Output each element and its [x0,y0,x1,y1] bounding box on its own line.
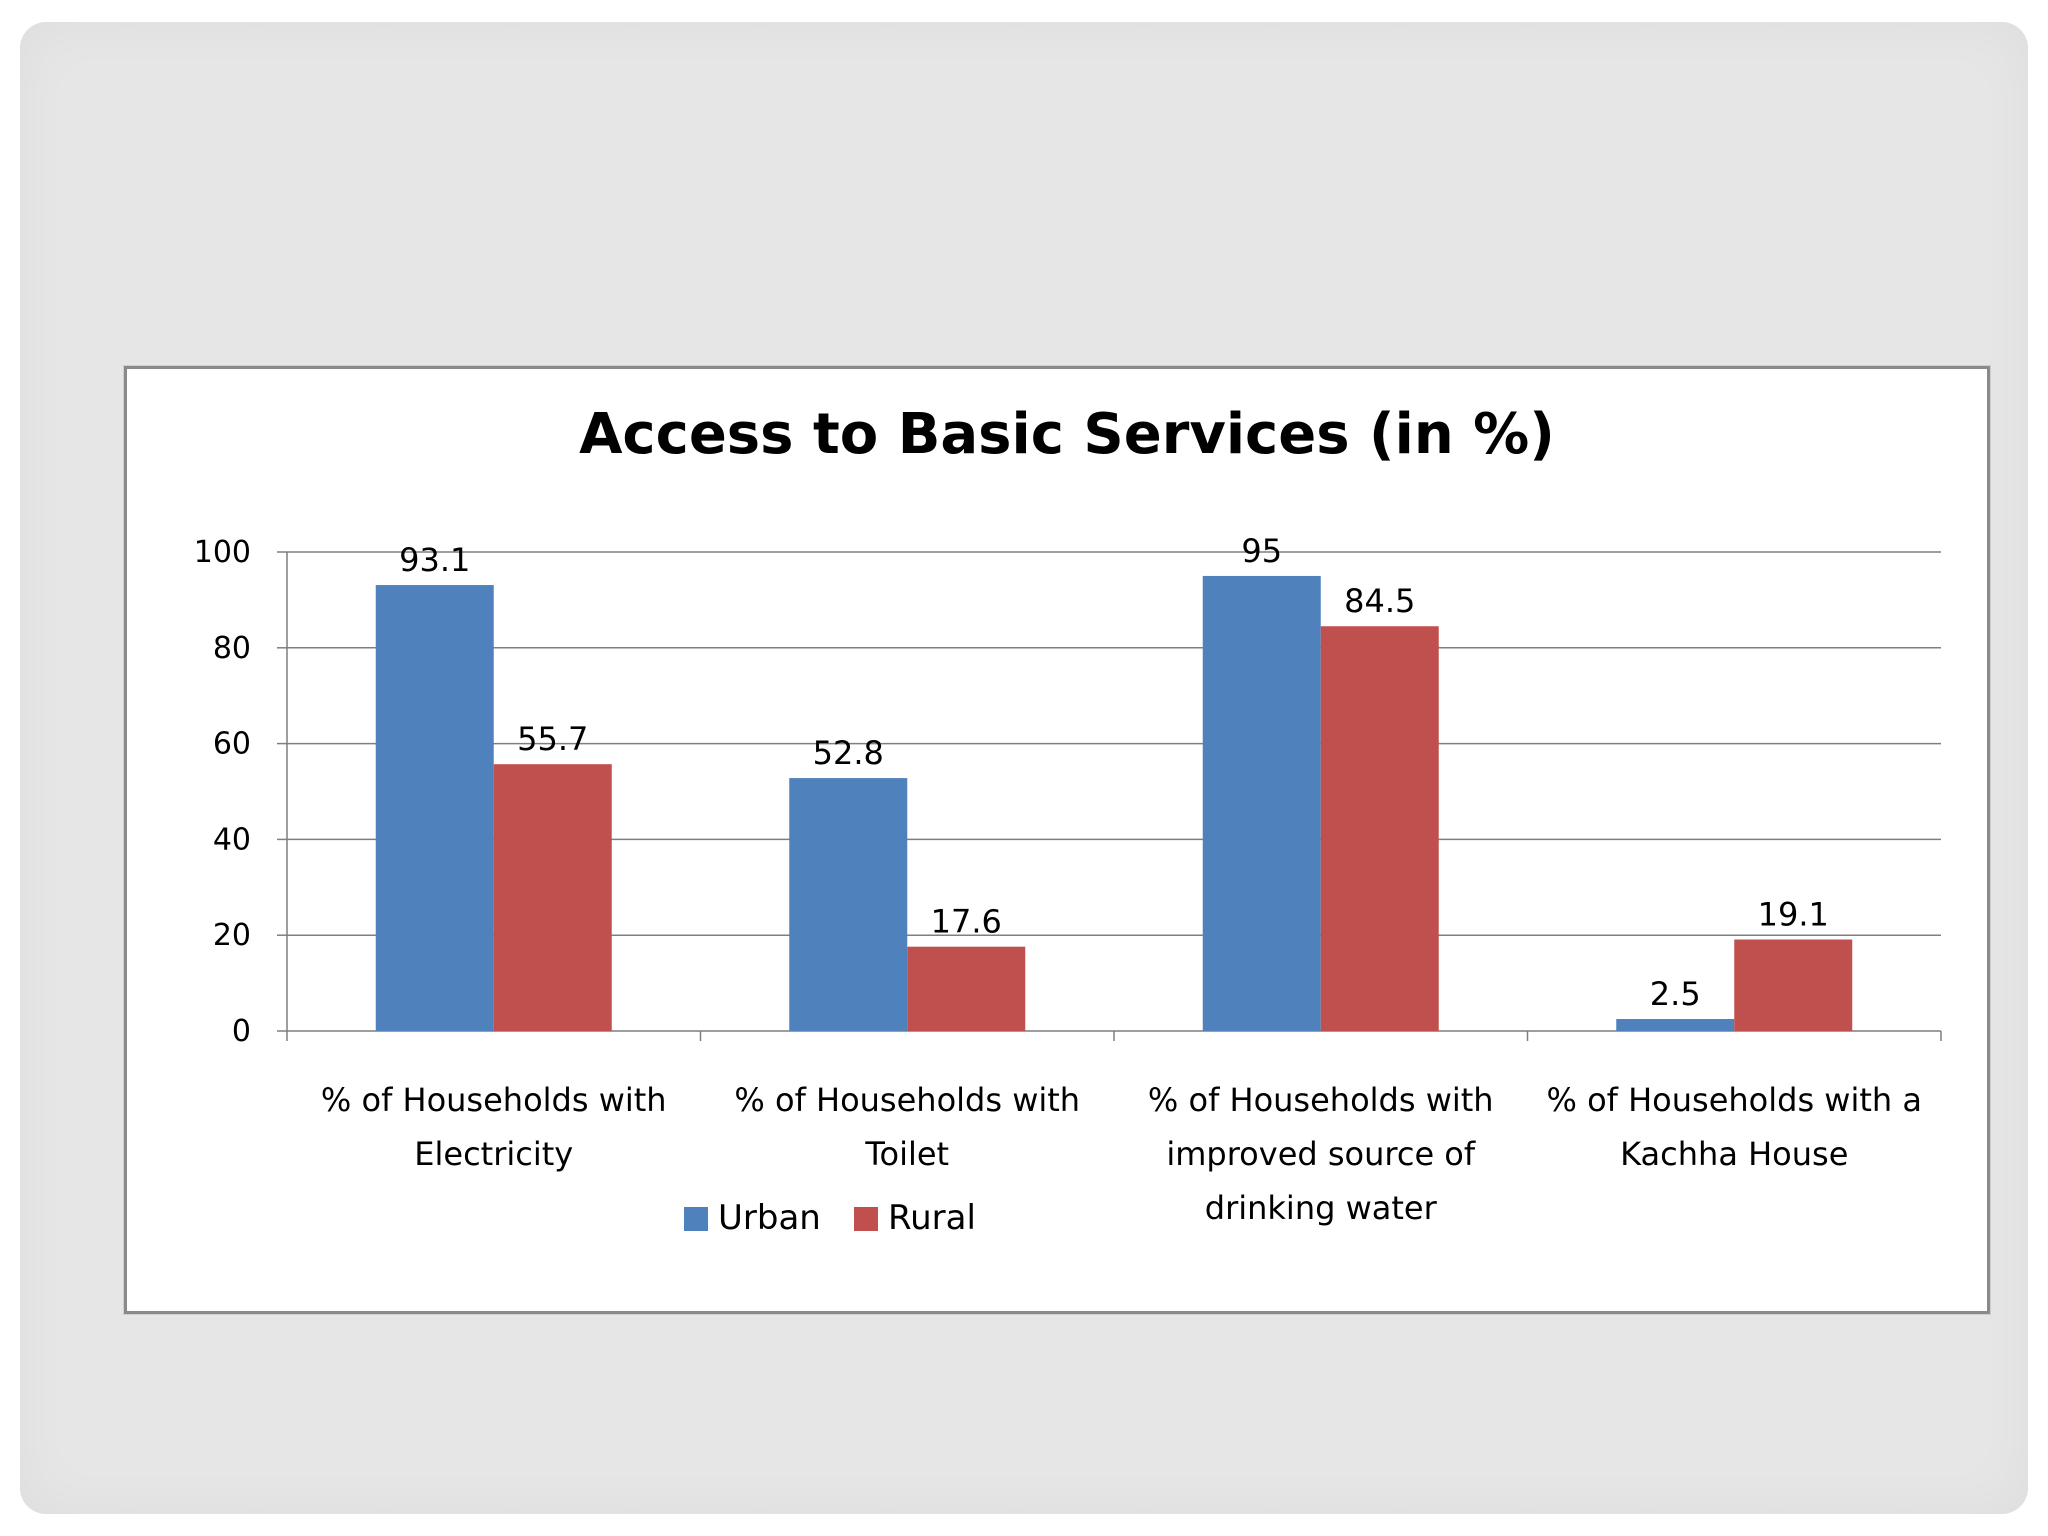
x-category-label: Kachha House [1620,1135,1848,1173]
chart-frame: Access to Basic Services (in %) 0 20 40 60 8… [124,366,1990,1314]
bar-rural [1320,626,1439,1031]
legend: Urban Rural [684,1198,976,1238]
bar-urban [1202,575,1321,1031]
chart-title: Access to Basic Services (in %) [579,402,1555,467]
x-category-label: % of Households with [321,1081,667,1119]
bar-urban [789,778,908,1031]
x-category-label: % of Households with a [1547,1081,1922,1119]
slide-background: Access to Basic Services (in %) 0 20 40 60 8… [20,22,2028,1514]
x-category-label: improved source of [1166,1135,1476,1173]
y-tick-label: 0 [232,1014,251,1049]
category-labels: % of Households with Electricity % of Hous… [321,1081,1922,1227]
x-category-label: % of Households with [1148,1081,1494,1119]
y-tick-label: 20 [213,918,251,953]
bar-urban [1616,1019,1735,1031]
bar-rural [1734,939,1853,1031]
data-label: 52.8 [813,734,884,772]
bars [375,575,1853,1031]
x-category-label: Toilet [864,1135,949,1173]
bar-rural [907,946,1026,1031]
data-label: 84.5 [1344,582,1415,620]
data-labels: 93.1 55.7 52.8 17.6 95 84.5 2.5 19.1 [399,532,1829,1013]
data-label: 55.7 [517,720,588,758]
x-category-label: Electricity [414,1135,573,1173]
data-label: 93.1 [399,541,470,579]
y-tick-label: 40 [213,822,251,857]
bar-chart: Access to Basic Services (in %) 0 20 40 60 8… [194,402,1942,1238]
legend-swatch-rural [854,1207,878,1231]
y-tick-label: 100 [194,535,251,570]
data-label: 2.5 [1650,975,1701,1013]
y-tick-label: 80 [213,631,251,666]
data-label: 19.1 [1758,896,1829,934]
x-category-label: % of Households with [734,1081,1080,1119]
bar-rural [493,764,612,1031]
bar-urban [375,585,494,1031]
legend-label-urban: Urban [718,1198,821,1238]
legend-swatch-urban [684,1207,708,1231]
data-label: 17.6 [931,903,1002,941]
y-tick-label: 60 [213,727,251,762]
data-label: 95 [1241,532,1282,570]
legend-label-rural: Rural [888,1198,976,1238]
x-category-label: drinking water [1205,1189,1438,1227]
